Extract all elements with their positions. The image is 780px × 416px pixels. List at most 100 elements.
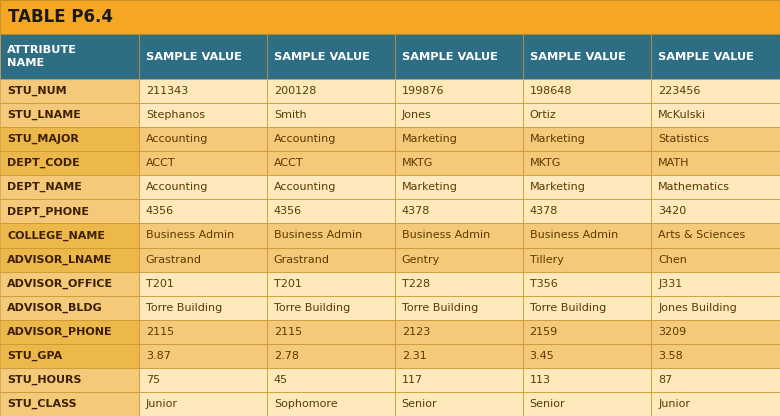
Text: MKTG: MKTG: [402, 158, 433, 168]
FancyBboxPatch shape: [267, 103, 395, 127]
FancyBboxPatch shape: [267, 199, 395, 223]
Text: McKulski: McKulski: [658, 110, 707, 120]
FancyBboxPatch shape: [395, 34, 523, 79]
FancyBboxPatch shape: [0, 199, 139, 223]
FancyBboxPatch shape: [523, 320, 651, 344]
FancyBboxPatch shape: [139, 151, 267, 175]
FancyBboxPatch shape: [139, 272, 267, 296]
Text: J331: J331: [658, 279, 682, 289]
FancyBboxPatch shape: [139, 296, 267, 320]
FancyBboxPatch shape: [267, 34, 395, 79]
Text: TABLE P6.4: TABLE P6.4: [8, 8, 113, 26]
FancyBboxPatch shape: [0, 175, 139, 199]
Text: COLLEGE_NAME: COLLEGE_NAME: [7, 230, 105, 240]
Text: Accounting: Accounting: [274, 134, 336, 144]
FancyBboxPatch shape: [651, 34, 780, 79]
Text: SAMPLE VALUE: SAMPLE VALUE: [530, 52, 626, 62]
Text: 2115: 2115: [146, 327, 174, 337]
Text: 211343: 211343: [146, 86, 188, 96]
Text: SAMPLE VALUE: SAMPLE VALUE: [146, 52, 242, 62]
FancyBboxPatch shape: [139, 344, 267, 368]
Text: Jones Building: Jones Building: [658, 303, 737, 313]
FancyBboxPatch shape: [395, 223, 523, 248]
FancyBboxPatch shape: [267, 151, 395, 175]
FancyBboxPatch shape: [651, 320, 780, 344]
Text: ADVISOR_BLDG: ADVISOR_BLDG: [7, 302, 103, 313]
Text: MATH: MATH: [658, 158, 690, 168]
FancyBboxPatch shape: [0, 127, 139, 151]
Text: ACCT: ACCT: [274, 158, 303, 168]
FancyBboxPatch shape: [267, 127, 395, 151]
FancyBboxPatch shape: [0, 320, 139, 344]
FancyBboxPatch shape: [523, 368, 651, 392]
FancyBboxPatch shape: [139, 368, 267, 392]
FancyBboxPatch shape: [0, 151, 139, 175]
Text: Marketing: Marketing: [530, 182, 586, 192]
Text: Chen: Chen: [658, 255, 687, 265]
FancyBboxPatch shape: [651, 344, 780, 368]
FancyBboxPatch shape: [651, 127, 780, 151]
FancyBboxPatch shape: [523, 344, 651, 368]
Text: Jones: Jones: [402, 110, 431, 120]
FancyBboxPatch shape: [395, 199, 523, 223]
FancyBboxPatch shape: [651, 248, 780, 272]
Text: 3.58: 3.58: [658, 351, 683, 361]
FancyBboxPatch shape: [0, 296, 139, 320]
Text: Arts & Sciences: Arts & Sciences: [658, 230, 746, 240]
FancyBboxPatch shape: [0, 34, 139, 79]
Text: STU_CLASS: STU_CLASS: [7, 399, 76, 409]
Text: 2159: 2159: [530, 327, 558, 337]
FancyBboxPatch shape: [267, 79, 395, 103]
Text: ADVISOR_LNAME: ADVISOR_LNAME: [7, 255, 112, 265]
Text: Senior: Senior: [530, 399, 566, 409]
FancyBboxPatch shape: [523, 223, 651, 248]
Text: Senior: Senior: [402, 399, 438, 409]
Text: Tillery: Tillery: [530, 255, 563, 265]
FancyBboxPatch shape: [651, 175, 780, 199]
FancyBboxPatch shape: [523, 151, 651, 175]
Text: Business Admin: Business Admin: [146, 230, 234, 240]
Text: 75: 75: [146, 375, 160, 385]
FancyBboxPatch shape: [267, 272, 395, 296]
FancyBboxPatch shape: [0, 344, 139, 368]
Text: DEPT_NAME: DEPT_NAME: [7, 182, 82, 193]
Text: STU_HOURS: STU_HOURS: [7, 375, 82, 385]
Text: 117: 117: [402, 375, 423, 385]
FancyBboxPatch shape: [651, 199, 780, 223]
Text: Torre Building: Torre Building: [402, 303, 478, 313]
Text: Junior: Junior: [146, 399, 178, 409]
FancyBboxPatch shape: [651, 368, 780, 392]
FancyBboxPatch shape: [139, 223, 267, 248]
Text: Sophomore: Sophomore: [274, 399, 338, 409]
Text: Grastrand: Grastrand: [146, 255, 202, 265]
FancyBboxPatch shape: [523, 392, 651, 416]
FancyBboxPatch shape: [139, 199, 267, 223]
Text: 87: 87: [658, 375, 672, 385]
FancyBboxPatch shape: [523, 127, 651, 151]
Text: Marketing: Marketing: [530, 134, 586, 144]
Text: STU_LNAME: STU_LNAME: [7, 110, 81, 120]
FancyBboxPatch shape: [267, 320, 395, 344]
FancyBboxPatch shape: [523, 34, 651, 79]
FancyBboxPatch shape: [267, 248, 395, 272]
Text: 199876: 199876: [402, 86, 444, 96]
Text: Marketing: Marketing: [402, 182, 458, 192]
FancyBboxPatch shape: [139, 127, 267, 151]
FancyBboxPatch shape: [0, 103, 139, 127]
FancyBboxPatch shape: [395, 175, 523, 199]
Text: 4378: 4378: [402, 206, 430, 216]
FancyBboxPatch shape: [0, 79, 139, 103]
Text: T201: T201: [146, 279, 174, 289]
Text: 2.78: 2.78: [274, 351, 299, 361]
Text: Mathematics: Mathematics: [658, 182, 730, 192]
Text: T228: T228: [402, 279, 430, 289]
Text: Business Admin: Business Admin: [530, 230, 618, 240]
FancyBboxPatch shape: [651, 151, 780, 175]
Text: 4378: 4378: [530, 206, 558, 216]
FancyBboxPatch shape: [523, 103, 651, 127]
FancyBboxPatch shape: [651, 103, 780, 127]
Text: T201: T201: [274, 279, 302, 289]
FancyBboxPatch shape: [395, 296, 523, 320]
Text: Grastrand: Grastrand: [274, 255, 330, 265]
Text: 2115: 2115: [274, 327, 302, 337]
